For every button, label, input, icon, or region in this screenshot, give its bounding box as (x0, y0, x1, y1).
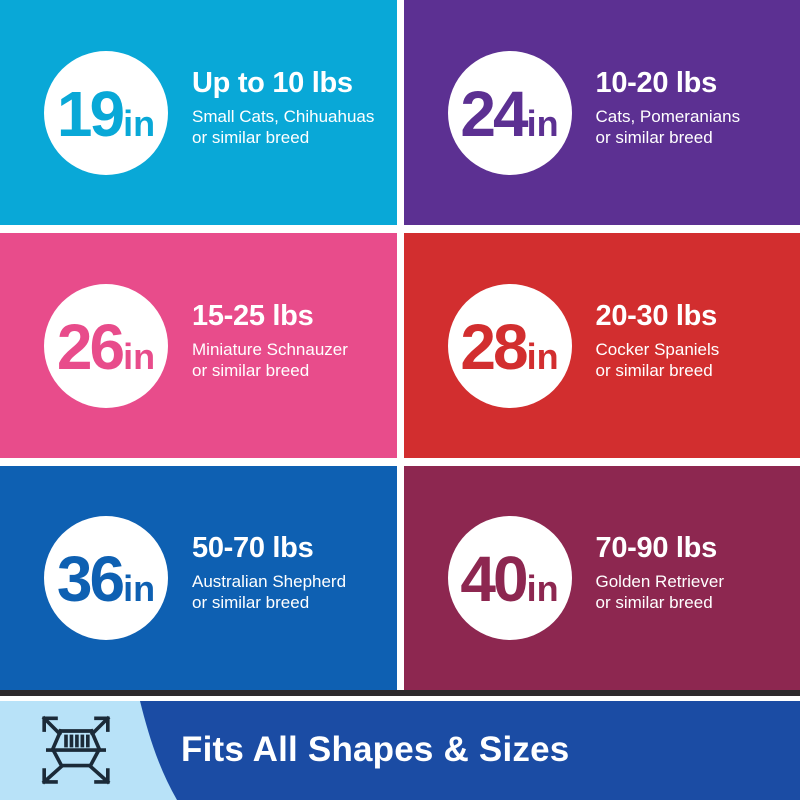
size-value: 36 (56, 543, 125, 615)
size-unit: in (526, 568, 559, 609)
breed-note: or similar breed (595, 593, 713, 613)
breed-note: or similar breed (192, 593, 310, 613)
tile-info: 15-25 lbs Miniature Schnauzer or similar … (192, 300, 348, 382)
tile-info: 20-30 lbs Cocker Spaniels or similar bree… (596, 300, 720, 382)
size-unit: in (526, 102, 559, 144)
size-value: 28 (460, 310, 528, 383)
footer-title: Fits All Shapes & Sizes (181, 729, 570, 769)
size-unit: in (123, 568, 156, 609)
size-tile-28: 28 in 20-30 lbs Cocker Spaniels or simila… (403, 233, 800, 458)
size-grid: 19 in Up to 10 lbs Small Cats, Chihuahua… (0, 0, 800, 690)
size-value: 26 (56, 310, 125, 383)
breed-description: Cocker Spaniels or similar breed (596, 340, 720, 381)
size-value-group: 24 in (460, 80, 558, 146)
tile-info: 50-70 lbs Australian Shepherd or similar … (192, 532, 346, 614)
breed-line: Golden Retriever (595, 572, 725, 592)
size-tile-26: 26 in 15-25 lbs Miniature Schnauzer or si… (0, 233, 397, 458)
size-badge: 24 in (447, 50, 572, 175)
breed-description: Miniature Schnauzer or similar breed (192, 340, 348, 381)
size-badge: 28 in (447, 283, 572, 408)
size-value-group: 36 in (57, 545, 155, 611)
weight-range-label: 20-30 lbs (595, 299, 718, 332)
size-tile-19: 19 in Up to 10 lbs Small Cats, Chihuahua… (0, 0, 397, 225)
breed-note: or similar breed (595, 127, 713, 147)
size-value: 40 (460, 543, 528, 615)
weight-range-label: 50-70 lbs (192, 532, 314, 565)
weight-range-label: 15-25 lbs (192, 299, 314, 332)
divider-white (0, 696, 800, 701)
size-value-group: 26 in (57, 313, 155, 379)
size-value-group: 28 in (460, 313, 558, 379)
breed-description: Golden Retriever or similar breed (596, 572, 725, 613)
weight-range-label: Up to 10 lbs (192, 66, 353, 99)
size-tile-24: 24 in 10-20 lbs Cats, Pomeranians or simi… (403, 0, 800, 225)
size-badge: 36 in (44, 516, 168, 640)
size-badge: 40 in (447, 516, 572, 640)
breed-line: Cocker Spaniels (595, 339, 720, 359)
size-unit: in (526, 335, 559, 377)
crate-expand-icon (41, 715, 111, 785)
breed-description: Australian Shepherd or similar breed (192, 572, 346, 613)
weight-range-label: 70-90 lbs (595, 532, 718, 565)
size-unit: in (123, 335, 156, 377)
size-value: 24 (460, 77, 528, 150)
breed-note: or similar breed (595, 360, 713, 380)
breed-line: Australian Shepherd (192, 572, 347, 592)
size-value-group: 40 in (460, 545, 558, 611)
size-tile-40: 40 in 70-90 lbs Golden Retriever or simil… (403, 466, 800, 690)
size-tile-36: 36 in 50-70 lbs Australian Shepherd or si… (0, 466, 397, 690)
breed-line: Cats, Pomeranians (595, 106, 741, 126)
tile-info: Up to 10 lbs Small Cats, Chihuahuas or si… (192, 67, 374, 149)
breed-note: or similar breed (192, 360, 310, 380)
breed-description: Cats, Pomeranians or similar breed (596, 107, 741, 148)
divider-dark (0, 690, 800, 696)
tile-info: 10-20 lbs Cats, Pomeranians or similar br… (596, 67, 741, 149)
size-value: 19 (56, 77, 125, 150)
breed-line: Miniature Schnauzer (192, 339, 348, 359)
size-badge: 26 in (44, 283, 168, 408)
weight-range-label: 10-20 lbs (595, 66, 718, 99)
size-badge: 19 in (44, 50, 168, 175)
size-value-group: 19 in (57, 80, 155, 146)
breed-description: Small Cats, Chihuahuas or similar breed (192, 107, 374, 148)
footer-banner: Fits All Shapes & Sizes (0, 701, 800, 800)
tile-info: 70-90 lbs Golden Retriever or similar bre… (596, 532, 725, 614)
breed-line: Small Cats, Chihuahuas (192, 106, 375, 126)
size-unit: in (123, 102, 156, 144)
breed-note: or similar breed (192, 127, 310, 147)
